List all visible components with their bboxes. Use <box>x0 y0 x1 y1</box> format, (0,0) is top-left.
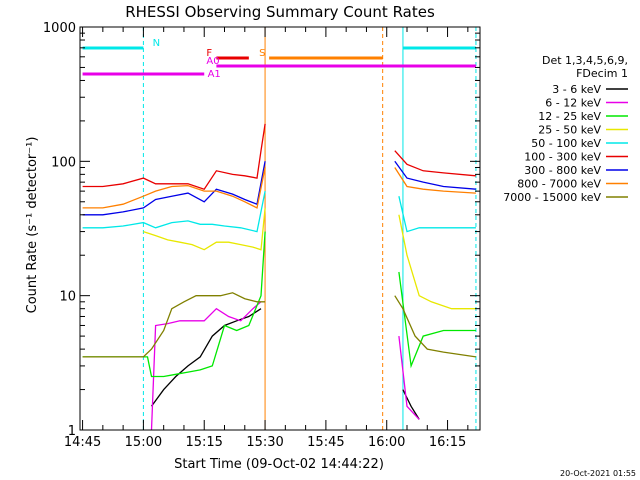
x-tick-label: 16:00 <box>368 435 405 450</box>
legend-entry-label: 50 - 100 keV <box>531 137 601 150</box>
series-line-8 <box>394 167 476 194</box>
series-line-5 <box>82 190 266 233</box>
x-tick-label: 15:30 <box>246 435 283 450</box>
legend-entry-label: 3 - 6 keV <box>552 83 601 96</box>
flag-label-n: N <box>153 38 160 49</box>
chart-lines <box>82 27 477 431</box>
series-line-4 <box>143 207 266 251</box>
series-line-7 <box>82 161 266 216</box>
series-line-8 <box>82 167 266 209</box>
flag-label-f: F <box>206 48 212 59</box>
flag-label-a0: A0 <box>206 56 219 67</box>
x-tick-label: 15:00 <box>125 435 162 450</box>
generation-timestamp: 20-Oct-2021 01:55 <box>560 469 636 478</box>
series-line-3 <box>398 271 476 369</box>
chart-axes: 1 10 100 1000 14:45 15:00 15:15 15:30 15:45 16:00… <box>43 21 481 450</box>
series-line-5 <box>398 196 476 233</box>
legend-entry-label: 7000 - 15000 keV <box>503 191 601 204</box>
legend-entry-label: 300 - 800 keV <box>524 164 601 177</box>
x-tick-label: 15:15 <box>185 435 222 450</box>
legend-header: Det 1,3,4,5,6,9, <box>542 54 628 67</box>
legend-entry-label: 800 - 7000 keV <box>517 178 601 191</box>
series-line-6 <box>394 150 476 177</box>
legend-header: FDecim 1 <box>576 67 628 80</box>
series-line-7 <box>394 160 476 190</box>
x-axis-label: Start Time (09-Oct-02 14:44:22) <box>174 457 384 472</box>
y-tick-label: 10 <box>59 290 76 305</box>
series-line-9 <box>394 295 476 358</box>
chart-flags: N S FA0 A1 <box>82 38 476 80</box>
series-line-4 <box>398 214 476 310</box>
y-tick-label: 1000 <box>43 21 76 36</box>
flag-label-a1: A1 <box>208 69 221 80</box>
y-axis-label: Count Rate (s⁻¹ detector⁻¹) <box>25 137 40 314</box>
legend-entry-label: 6 - 12 keV <box>545 97 601 110</box>
series-line-9 <box>82 292 266 358</box>
flag-label-s: S <box>259 48 265 59</box>
x-tick-label: 15:45 <box>307 435 344 450</box>
series-line-2 <box>150 301 262 431</box>
x-tick-label: 14:45 <box>64 435 101 450</box>
x-tick-label: 16:15 <box>429 435 466 450</box>
series-line-2 <box>398 336 420 420</box>
series-line-6 <box>82 123 266 190</box>
legend-entry-label: 12 - 25 keV <box>538 110 601 123</box>
series-line-3 <box>82 231 266 378</box>
y-tick-label: 100 <box>51 155 76 170</box>
chart-title: RHESSI Observing Summary Count Rates <box>125 3 435 21</box>
plot-frame <box>79 26 481 431</box>
legend-entry-label: 100 - 300 keV <box>524 151 601 164</box>
legend-entry-label: 25 - 50 keV <box>538 124 601 137</box>
y-tick-label: 1 <box>68 424 76 439</box>
